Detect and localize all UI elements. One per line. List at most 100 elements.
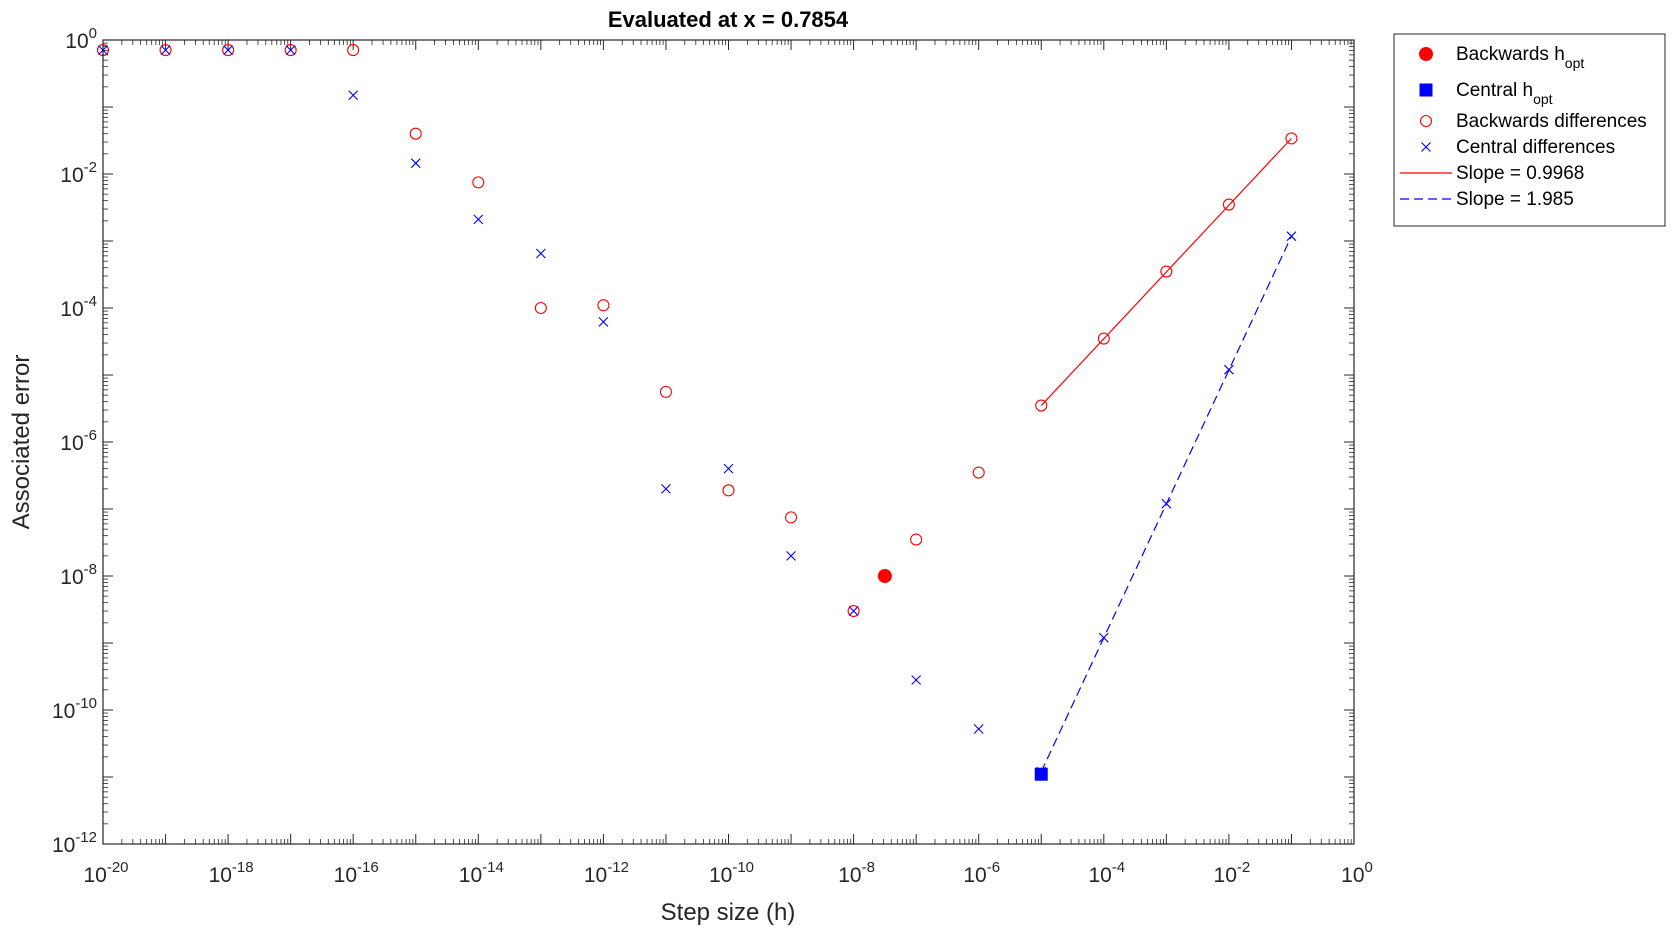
tick-label-base: 10 — [60, 298, 83, 321]
tick-label-exponent: -16 — [357, 859, 379, 876]
data-point — [1286, 231, 1297, 242]
data-point — [722, 484, 735, 497]
data-point — [1160, 265, 1173, 278]
legend-box — [1393, 33, 1666, 227]
x-tick-label: 10-6 — [963, 859, 1000, 887]
tick-label-exponent: -4 — [1112, 859, 1125, 876]
x-tick-label: 10-4 — [1088, 859, 1125, 887]
x-tick-label: 10-18 — [209, 859, 254, 887]
data-point — [1097, 332, 1110, 345]
data-point — [1285, 132, 1298, 145]
tick-label-base: 10 — [1341, 864, 1364, 887]
data-point — [661, 483, 671, 494]
data-point — [535, 248, 546, 259]
legend-label-subscript: opt — [1565, 55, 1585, 71]
legend-label: Central hopt — [1456, 80, 1553, 107]
legend-label: Slope = 0.9968 — [1456, 163, 1584, 184]
series-central-h — [1034, 767, 1048, 781]
legend-label-text: Central h — [1456, 80, 1533, 101]
tick-label-base: 10 — [963, 864, 986, 887]
data-point — [1035, 399, 1048, 412]
tick-label-exponent: -12 — [607, 859, 629, 876]
legend-item: Backwards differences — [1419, 111, 1647, 132]
data-point — [1098, 632, 1109, 643]
series-backwards-differences — [96, 44, 1298, 618]
series-slope-0-9968 — [1040, 137, 1292, 406]
y-axis-label: Associated error — [8, 355, 35, 530]
tick-label-base: 10 — [65, 30, 88, 53]
tick-label-exponent: -2 — [84, 159, 97, 176]
tick-label-exponent: -6 — [987, 859, 1000, 876]
tick-label-base: 10 — [52, 700, 75, 723]
legend-label-text: Slope = 0.9968 — [1456, 163, 1584, 184]
x-tick-label: 10-16 — [334, 859, 379, 887]
legend-item: Central hopt — [1419, 80, 1553, 107]
tick-label-base: 10 — [60, 432, 83, 455]
legend-label-text: Slope = 1.985 — [1456, 189, 1574, 210]
data-point — [159, 44, 172, 57]
tick-label-base: 10 — [838, 864, 861, 887]
data-point — [1034, 767, 1048, 781]
data-point — [972, 466, 985, 479]
legend-marker — [1419, 83, 1433, 97]
tick-label-exponent: 0 — [1365, 859, 1373, 876]
y-tick-label: 10-6 — [60, 427, 97, 455]
tick-label-exponent: -18 — [232, 859, 254, 876]
data-point — [659, 385, 673, 398]
legend-label-text: Backwards h — [1456, 44, 1565, 65]
legend-marker — [1419, 114, 1433, 128]
data-point — [848, 606, 859, 616]
x-tick-label: 100 — [1341, 859, 1373, 887]
data-point — [723, 463, 734, 474]
data-point — [473, 214, 484, 225]
series-layer — [96, 44, 1298, 781]
legend-label: Backwards hopt — [1456, 44, 1584, 71]
tick-label-exponent: -10 — [75, 695, 97, 712]
tick-label-exponent: -8 — [862, 859, 875, 876]
x-tick-labels: 10-20 10-18 10-16 10-14 10-12 10-10 10-8 10-6 10… — [83, 859, 1372, 887]
legend-label: Central differences — [1456, 137, 1615, 158]
legend-label-text: Central differences — [1456, 137, 1615, 158]
x-tick-label: 10-20 — [83, 859, 128, 887]
data-point — [786, 550, 796, 561]
x-tick-label: 10-8 — [838, 859, 875, 887]
tick-label-base: 10 — [459, 864, 482, 887]
tick-label-base: 10 — [1088, 864, 1111, 887]
series-backwards-h — [877, 569, 892, 583]
data-point — [285, 45, 296, 55]
y-tick-label: 10-8 — [60, 561, 97, 589]
data-point — [222, 44, 235, 57]
tick-label-base: 10 — [209, 864, 232, 887]
tick-label-exponent: -20 — [107, 859, 129, 876]
data-point — [1222, 198, 1235, 211]
data-point — [597, 299, 610, 312]
data-point — [877, 569, 892, 583]
data-point — [911, 675, 922, 685]
tick-label-base: 10 — [709, 864, 732, 887]
y-tick-label: 10-4 — [60, 293, 97, 321]
y-tick-label: 100 — [65, 25, 97, 53]
data-point — [160, 45, 171, 55]
tick-label-exponent: -2 — [1237, 859, 1250, 876]
legend-item: Slope = 0.9968 — [1400, 163, 1584, 184]
data-point — [1224, 364, 1234, 375]
tick-label-exponent: 0 — [89, 25, 97, 42]
legend-label: Slope = 1.985 — [1456, 189, 1574, 210]
x-tick-label: 10-12 — [584, 859, 629, 887]
legend-label-text: Backwards differences — [1456, 111, 1647, 132]
y-tick-label: 10-10 — [52, 695, 97, 723]
data-point — [347, 44, 360, 57]
legend-marker — [1421, 142, 1431, 152]
legend-label: Backwards differences — [1456, 111, 1647, 132]
data-point — [472, 176, 485, 189]
tick-label-base: 10 — [584, 864, 607, 887]
data-point — [784, 511, 798, 524]
data-point — [409, 127, 422, 140]
y-tick-label: 10-2 — [60, 159, 97, 187]
tick-label-exponent: -12 — [75, 829, 97, 846]
tick-label-base: 10 — [52, 834, 75, 857]
data-point — [534, 301, 547, 315]
